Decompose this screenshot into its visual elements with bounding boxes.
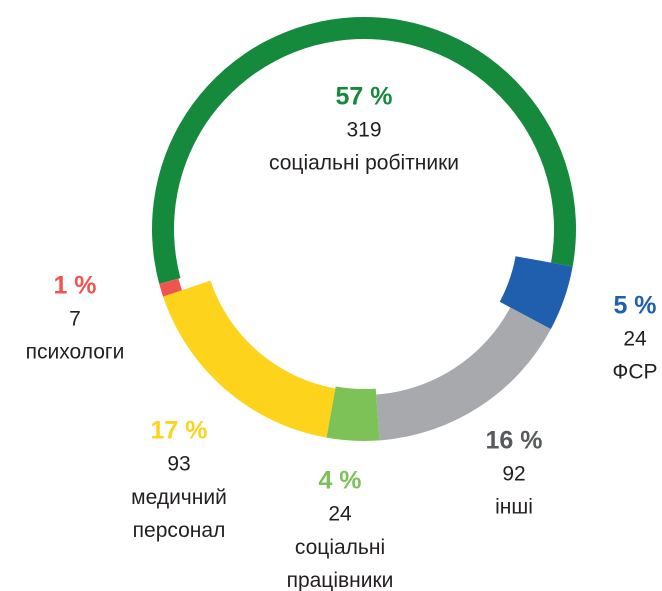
donut-segment: [326, 386, 380, 441]
donut-segment: [152, 17, 576, 284]
category-label: соціальні працівники: [287, 536, 394, 591]
category-label: інші: [495, 496, 533, 519]
count-label: 24: [623, 328, 647, 351]
percent-label: 5 %: [613, 292, 656, 320]
percent-label: 57 %: [336, 83, 393, 111]
category-label: соціальні робітники: [269, 152, 459, 175]
category-label: медичний персонал: [131, 486, 227, 542]
count-label: 7: [69, 308, 81, 331]
percent-label: 1 %: [53, 272, 96, 300]
donut-segment: [163, 280, 336, 438]
category-label: ФСР: [612, 361, 657, 384]
category-label: психологи: [26, 341, 125, 364]
count-label: 319: [346, 119, 381, 142]
percent-label: 4 %: [318, 467, 361, 495]
count-label: 92: [502, 463, 525, 486]
count-label: 93: [167, 453, 190, 476]
donut-segment: [376, 307, 551, 441]
percent-label: 16 %: [486, 427, 543, 455]
count-label: 24: [328, 503, 352, 526]
donut-segment: [499, 256, 573, 330]
percent-label: 17 %: [151, 417, 208, 445]
donut-segment: [159, 278, 183, 297]
